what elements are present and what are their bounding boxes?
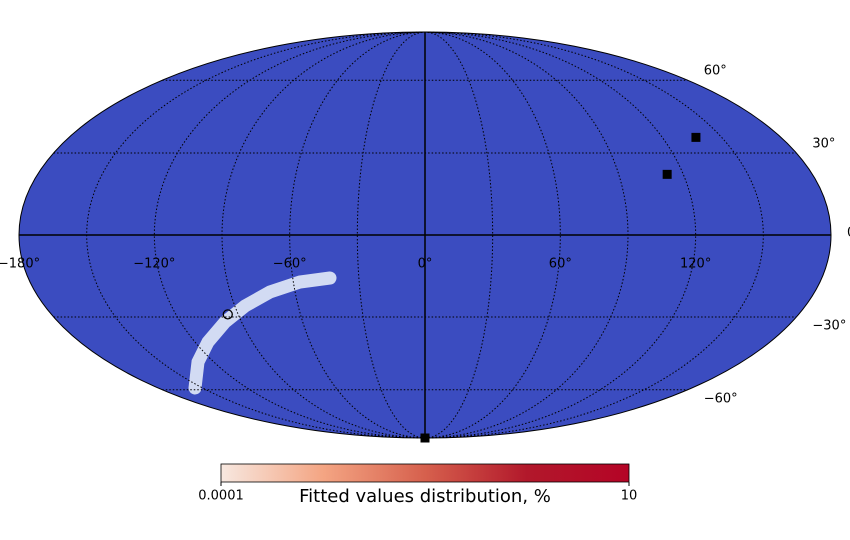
y-tick-label: 0° xyxy=(847,226,850,241)
colorbar-tick-label: 10 xyxy=(621,489,638,504)
marker-circle xyxy=(222,309,233,320)
marker-square xyxy=(420,433,430,443)
x-tick-label: −120° xyxy=(133,257,175,272)
colorbar-tick-label: 0.0001 xyxy=(198,489,244,504)
map xyxy=(18,31,832,439)
distribution-band xyxy=(188,271,337,395)
x-tick-label: 120° xyxy=(680,257,711,272)
colorbar xyxy=(220,463,630,483)
x-tick-label: 0° xyxy=(418,257,433,272)
marker-square xyxy=(691,132,701,142)
y-tick-label: −30° xyxy=(812,319,846,334)
y-tick-label: 30° xyxy=(812,136,835,151)
colorbar-label: Fitted values distribution, % xyxy=(299,486,551,507)
x-tick-label: −60° xyxy=(273,257,307,272)
y-tick-label: 60° xyxy=(704,64,727,79)
x-tick-label: −180° xyxy=(0,257,40,272)
marker-square xyxy=(662,169,672,179)
y-tick-label: −60° xyxy=(704,391,738,406)
x-tick-label: 60° xyxy=(549,257,572,272)
